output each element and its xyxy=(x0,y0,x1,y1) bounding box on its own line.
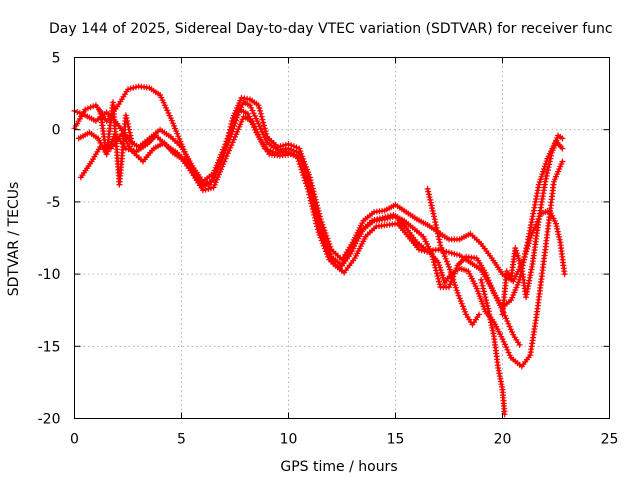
series-markers xyxy=(499,132,566,318)
plot-frame xyxy=(74,57,610,419)
x-axis-label: GPS time / hours xyxy=(280,459,397,475)
chart-title: Day 144 of 2025, Sidereal Day-to-day VTE… xyxy=(49,21,613,37)
series-markers xyxy=(71,99,523,348)
axis-ticks: 0 5 10 15 20 25 -20 -15 -10 -5 0 5 xyxy=(38,51,619,448)
y-tick-label: 0 xyxy=(52,123,61,139)
y-tick-label: 5 xyxy=(52,51,61,67)
x-tick-label: 5 xyxy=(177,432,186,448)
series-line xyxy=(73,85,566,283)
series-track-6 xyxy=(424,185,482,328)
x-tick-label: 15 xyxy=(387,432,405,448)
y-tick-label: -5 xyxy=(47,195,61,211)
x-tick-label: 10 xyxy=(280,432,298,448)
y-tick-label: -10 xyxy=(38,267,61,283)
series-markers xyxy=(97,99,136,188)
series-markers xyxy=(71,83,568,285)
x-tick-label: 20 xyxy=(494,432,512,448)
series-line xyxy=(73,101,521,347)
y-tick-label: -15 xyxy=(38,339,61,355)
y-tick-label: -20 xyxy=(38,412,61,428)
x-tick-label: 0 xyxy=(70,432,79,448)
series-track-2 xyxy=(71,83,568,285)
series-markers xyxy=(478,276,508,418)
series-track-4 xyxy=(75,106,566,311)
x-tick-label: 25 xyxy=(601,432,619,448)
y-axis-label: SDTVAR / TECUs xyxy=(6,182,22,297)
series-track-1 xyxy=(71,99,523,348)
series-track-7 xyxy=(478,276,508,418)
data-series xyxy=(71,83,568,418)
series-track-8 xyxy=(499,132,566,318)
series-markers xyxy=(424,185,482,328)
series-markers xyxy=(75,106,566,311)
series-track-5 xyxy=(97,99,136,188)
